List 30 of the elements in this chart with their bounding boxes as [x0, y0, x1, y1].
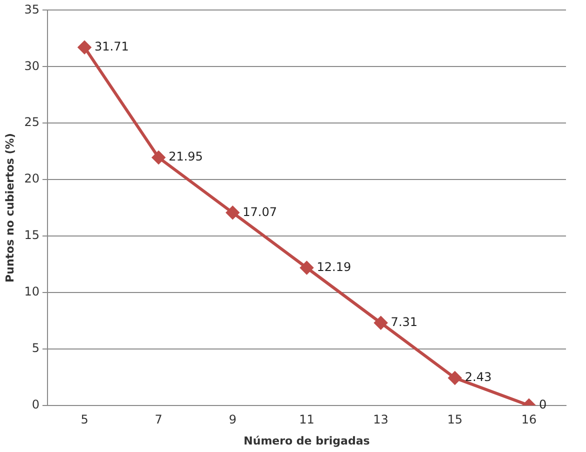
x-axis-title: Número de brigadas	[244, 434, 370, 448]
point	[448, 371, 462, 384]
x-tick-label: 13	[373, 412, 388, 427]
point	[226, 206, 240, 220]
y-tick-label: 25	[24, 115, 40, 130]
data-label: 21.95	[168, 150, 203, 164]
y-tick-label: 30	[24, 58, 40, 73]
data-label: 7.31	[390, 314, 418, 329]
data-label: 31.71	[94, 39, 129, 54]
point	[78, 40, 92, 54]
x-tick-label: 16	[521, 412, 537, 427]
x-tick-label: 15	[447, 412, 463, 427]
point	[374, 316, 388, 330]
point	[300, 261, 314, 274]
y-tick-label: 15	[24, 228, 40, 242]
y-tick-label: 20	[24, 172, 40, 186]
x-tick-label: 9	[228, 412, 236, 427]
data-label: 17.07	[242, 204, 278, 219]
x-tick-label: 11	[299, 412, 314, 427]
y-axis-title: Puntos no cubiertos (%)	[3, 133, 16, 282]
data-label: 2.43	[464, 370, 492, 384]
point	[152, 151, 166, 164]
y-tick-label: 35	[24, 2, 40, 16]
y-tick-label: 5	[32, 341, 40, 356]
x-tick-label: 5	[80, 412, 88, 427]
y-tick-label: 0	[32, 398, 40, 412]
x-tick-label: 7	[154, 412, 162, 427]
data-label: 12.19	[316, 260, 352, 274]
y-tick-label: 10	[24, 284, 40, 299]
data-label: 0	[538, 398, 547, 412]
